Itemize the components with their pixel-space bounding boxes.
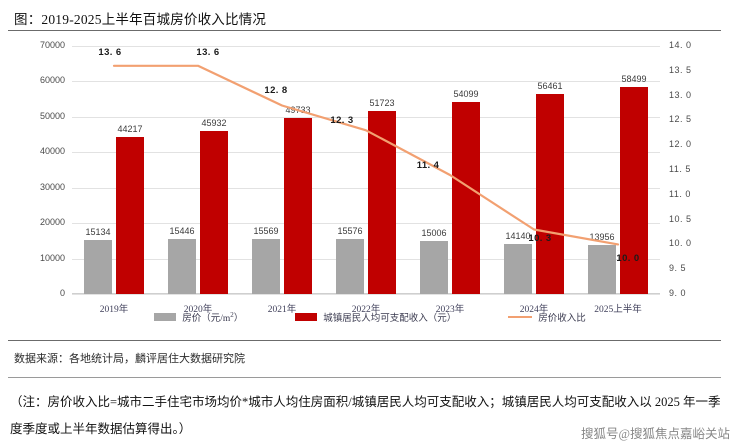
bar-value-label: 44217 — [117, 124, 143, 135]
y-tick-left: 70000 — [39, 40, 65, 50]
y-tick-right: 12. 0 — [669, 139, 692, 150]
bar-disposable-income[interactable]: 44217 — [116, 124, 144, 294]
legend-swatch-icon — [295, 313, 318, 321]
plot-canvas: 0 10000 20000 30000 40000 50000 60000 70000 9. … — [40, 41, 691, 316]
y-tick-right: 10. 5 — [669, 213, 692, 224]
line-value-label: 11. 4 — [416, 159, 440, 171]
bar-value-label: 15576 — [337, 225, 363, 236]
bar-group: 14140 56461 2024年 — [492, 46, 576, 315]
bar-disposable-income[interactable]: 45932 — [200, 118, 228, 294]
bar-pair: 15569 49733 — [240, 46, 324, 294]
line-value-label: 12. 3 — [330, 115, 354, 127]
legend-label: 房价（元/m2） — [182, 310, 244, 324]
data-source: 数据来源：各地统计局，麟评居住大数据研究院 — [14, 353, 245, 365]
legend-item-1[interactable]: 房价（元/m2） — [154, 310, 243, 324]
x-axis-line — [72, 293, 660, 294]
source-divider-bottom — [8, 377, 721, 378]
y-tick-left: 40000 — [39, 146, 65, 157]
y-tick-right: 12. 5 — [669, 114, 692, 125]
plot-area: 0 10000 20000 30000 40000 50000 60000 70000 9. … — [0, 36, 740, 336]
y-tick-right: 9. 0 — [669, 288, 687, 298]
chart-legend: 房价（元/m2） 城镇居民人均可支配收入（元） 房价收入比 — [0, 307, 740, 327]
bar-group: 15569 49733 2021年 — [240, 46, 324, 315]
bar-value-label: 54099 — [453, 89, 479, 100]
bar-value-label: 56461 — [537, 80, 563, 91]
footnote: （注：房价收入比=城市二手住宅市场均价*城市人均住房面积/城镇居民人均可支配收入… — [10, 395, 721, 436]
bar-group: 15446 45932 2020年 — [156, 46, 240, 315]
bar-group: 15134 44217 2019年 — [72, 46, 156, 315]
bar-value-label: 15446 — [169, 226, 195, 237]
gridline — [72, 258, 660, 260]
y-tick-left: 60000 — [39, 75, 65, 86]
bar-house-price[interactable]: 15569 — [252, 226, 280, 294]
y-tick-right: 13. 5 — [669, 64, 692, 75]
y-tick-right: 11. 5 — [669, 164, 691, 174]
bar-disposable-income[interactable]: 58499 — [620, 74, 648, 294]
y-tick-left: 20000 — [39, 217, 65, 228]
bar-pair: 15446 45932 — [156, 46, 240, 294]
y-tick-right: 14. 0 — [669, 40, 692, 50]
bar-house-price[interactable]: 15006 — [420, 228, 448, 294]
bar-house-price[interactable]: 15134 — [84, 227, 112, 294]
legend-swatch-icon — [154, 313, 177, 321]
line-value-label: 13. 6 — [98, 46, 122, 58]
bar-house-price[interactable]: 13956 — [588, 232, 616, 294]
bar-group: 15576 51723 2022年 — [324, 46, 408, 315]
bar-house-price[interactable]: 15576 — [336, 226, 364, 294]
legend-item-2[interactable]: 城镇居民人均可支配收入（元） — [295, 310, 456, 324]
y-tick-left: 50000 — [39, 110, 65, 121]
bar-value-label: 15006 — [421, 227, 447, 238]
x-axis-label: 2020年 — [183, 305, 213, 315]
line-value-label: 10. 0 — [616, 253, 640, 265]
bar-value-label: 58499 — [621, 73, 647, 84]
y-tick-right: 10. 0 — [669, 238, 692, 249]
bar-pair: 14140 56461 — [492, 46, 576, 294]
bar-group: 13956 58499 2025上半年 — [576, 46, 660, 315]
title-divider — [8, 30, 721, 31]
legend-swatch-icon — [508, 315, 533, 319]
x-axis-label: 2019年 — [99, 305, 129, 315]
bar-disposable-income[interactable]: 49733 — [284, 105, 312, 294]
bar-value-label: 49733 — [285, 104, 311, 115]
y-tick-right: 13. 0 — [669, 89, 692, 100]
chart-title-bar: 图：2019-2025上半年百城房价收入比情况 — [14, 6, 714, 30]
bar-pair: 15134 44217 — [72, 46, 156, 294]
bar-house-price[interactable]: 14140 — [504, 231, 532, 294]
x-axis-label: 2025上半年 — [594, 305, 642, 315]
y-tick-left: 30000 — [39, 181, 65, 192]
line-value-label: 13. 6 — [196, 46, 220, 58]
legend-item-3[interactable]: 房价收入比 — [508, 310, 586, 324]
bar-value-label: 13956 — [589, 231, 615, 242]
x-axis-label: 2023年 — [435, 305, 465, 315]
y-tick-left: 0 — [59, 288, 65, 298]
bar-house-price[interactable]: 15446 — [168, 226, 196, 294]
source-divider-top — [8, 340, 721, 341]
gridline — [72, 46, 660, 47]
legend-label: 房价收入比 — [538, 314, 586, 324]
y-tick-left: 10000 — [39, 252, 65, 263]
bar-pair: 13956 58499 — [576, 46, 660, 294]
gridline — [72, 294, 660, 295]
page-title: 图：2019-2025上半年百城房价收入比情况 — [14, 12, 267, 27]
line-value-label: 12. 8 — [264, 84, 288, 96]
line-value-label: 10. 3 — [528, 232, 552, 244]
y-tick-right: 9. 5 — [669, 263, 687, 274]
bar-disposable-income[interactable]: 56461 — [536, 81, 564, 294]
watermark: 搜狐号@搜狐焦点嘉峪关站 — [580, 427, 730, 441]
bar-value-label: 15134 — [85, 227, 111, 238]
x-axis-label: 2021年 — [267, 305, 297, 315]
bar-pair: 15576 51723 — [324, 46, 408, 294]
bar-value-label: 45932 — [201, 118, 227, 129]
bar-value-label: 15569 — [253, 225, 279, 236]
y-tick-right: 11. 0 — [669, 188, 691, 199]
bar-disposable-income[interactable]: 51723 — [368, 98, 396, 294]
bar-value-label: 14140 — [505, 230, 531, 241]
bar-value-label: 51723 — [369, 97, 395, 108]
x-axis-label: 2022年 — [351, 305, 381, 315]
bar-disposable-income[interactable]: 54099 — [452, 89, 480, 294]
legend-label: 城镇居民人均可支配收入（元） — [323, 314, 457, 324]
x-axis-label: 2024年 — [519, 305, 549, 315]
